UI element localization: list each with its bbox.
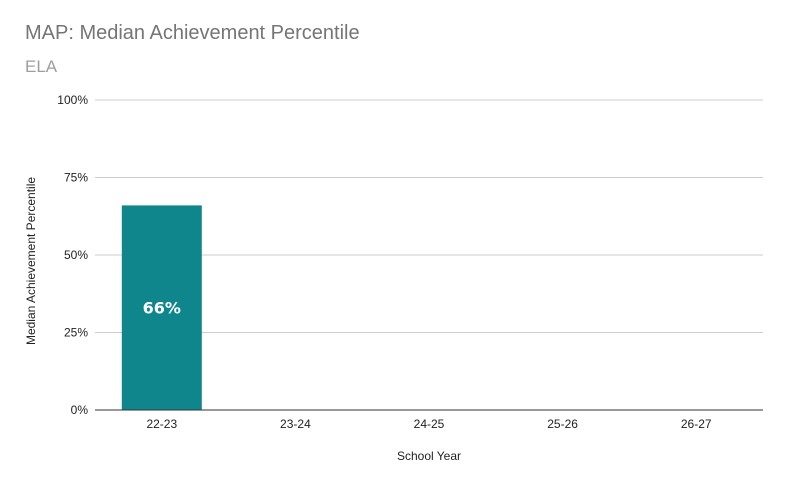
y-tick-label: 25% <box>64 326 88 340</box>
y-tick-label: 50% <box>64 248 88 262</box>
x-tick-label: 23-24 <box>280 417 311 431</box>
chart-title: MAP: Median Achievement Percentile <box>25 22 360 44</box>
x-tick-label: 24-25 <box>414 417 445 431</box>
bars: 66% <box>121 205 202 410</box>
x-axis-ticks: 22-23 23-24 24-25 25-26 26-27 <box>146 417 711 431</box>
y-tick-label: 0% <box>71 403 89 417</box>
x-tick-label: 25-26 <box>547 417 578 431</box>
x-tick-label: 26-27 <box>681 417 712 431</box>
y-tick-label: 100% <box>57 93 88 107</box>
gridlines <box>95 99 763 333</box>
x-tick-label: 22-23 <box>146 417 177 431</box>
bar <box>121 205 202 410</box>
y-tick-label: 75% <box>64 171 88 185</box>
x-axis-label: School Year <box>397 449 461 463</box>
y-axis-label: Median Achievement Percentile <box>24 177 38 345</box>
bar-data-label: 66% <box>143 299 181 318</box>
chart-subtitle: ELA <box>25 57 58 76</box>
y-axis-ticks: 0% 25% 50% 75% 100% <box>57 93 88 417</box>
